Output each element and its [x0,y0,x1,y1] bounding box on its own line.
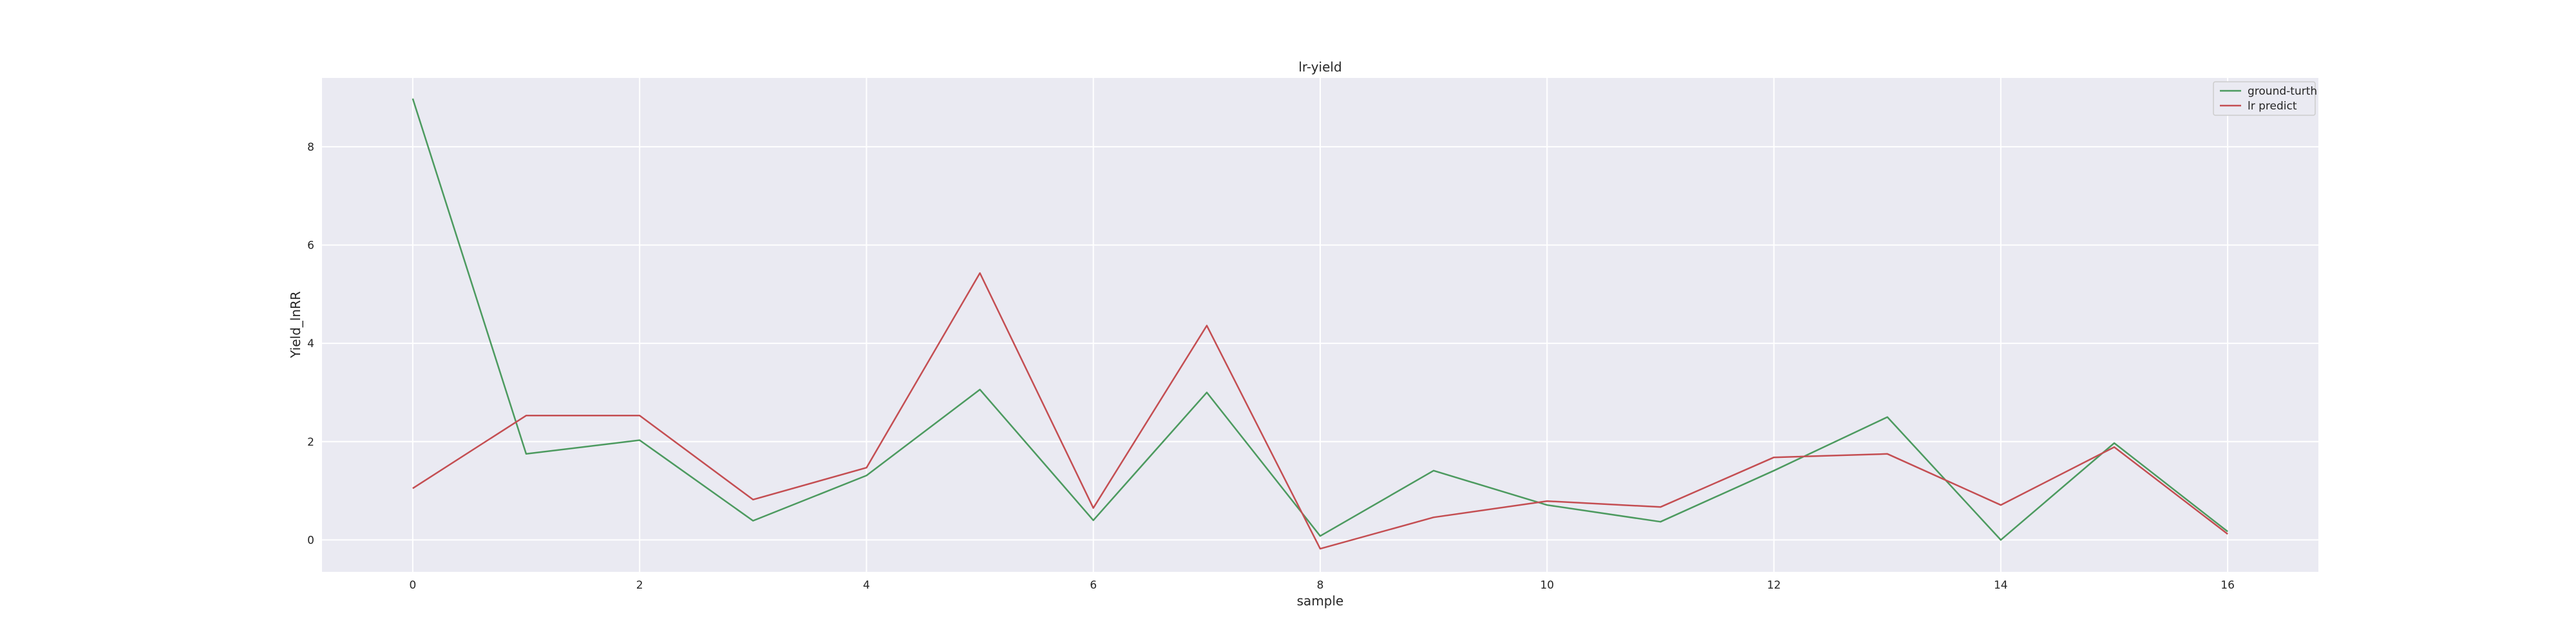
series-line-ground-turth [412,98,2228,541]
y-tick-label: 4 [307,337,314,350]
x-tick-label: 10 [1540,579,1554,592]
y-axis-label: Yield_lnRR [288,291,303,359]
y-tick-label: 8 [307,141,314,154]
x-tick-labels: 0 2 4 6 8 10 12 14 16 [409,579,2234,592]
y-tick-labels: 0 2 4 6 8 [307,141,314,547]
x-tick-label: 14 [1994,579,2008,592]
x-tick-label: 4 [863,579,870,592]
x-tick-label: 2 [636,579,643,592]
y-tick-label: 6 [307,239,314,252]
y-tick-label: 0 [307,534,314,547]
y-tick-label: 2 [307,436,314,449]
legend: ground-turth lr predict [2213,81,2317,116]
series-line-lr-predict [412,272,2228,550]
x-tick-label: 8 [1317,579,1324,592]
series-lines [412,98,2228,550]
x-axis-label: sample [1297,593,1344,609]
legend-label-ground-turth: ground-turth [2248,85,2317,98]
grid-lines [322,78,2318,572]
x-tick-label: 16 [2221,579,2235,592]
chart-title: lr-yield [1298,59,1341,75]
x-tick-label: 6 [1090,579,1097,592]
legend-label-lr-predict: lr predict [2248,100,2297,113]
x-tick-label: 0 [409,579,416,592]
x-tick-label: 12 [1767,579,1781,592]
